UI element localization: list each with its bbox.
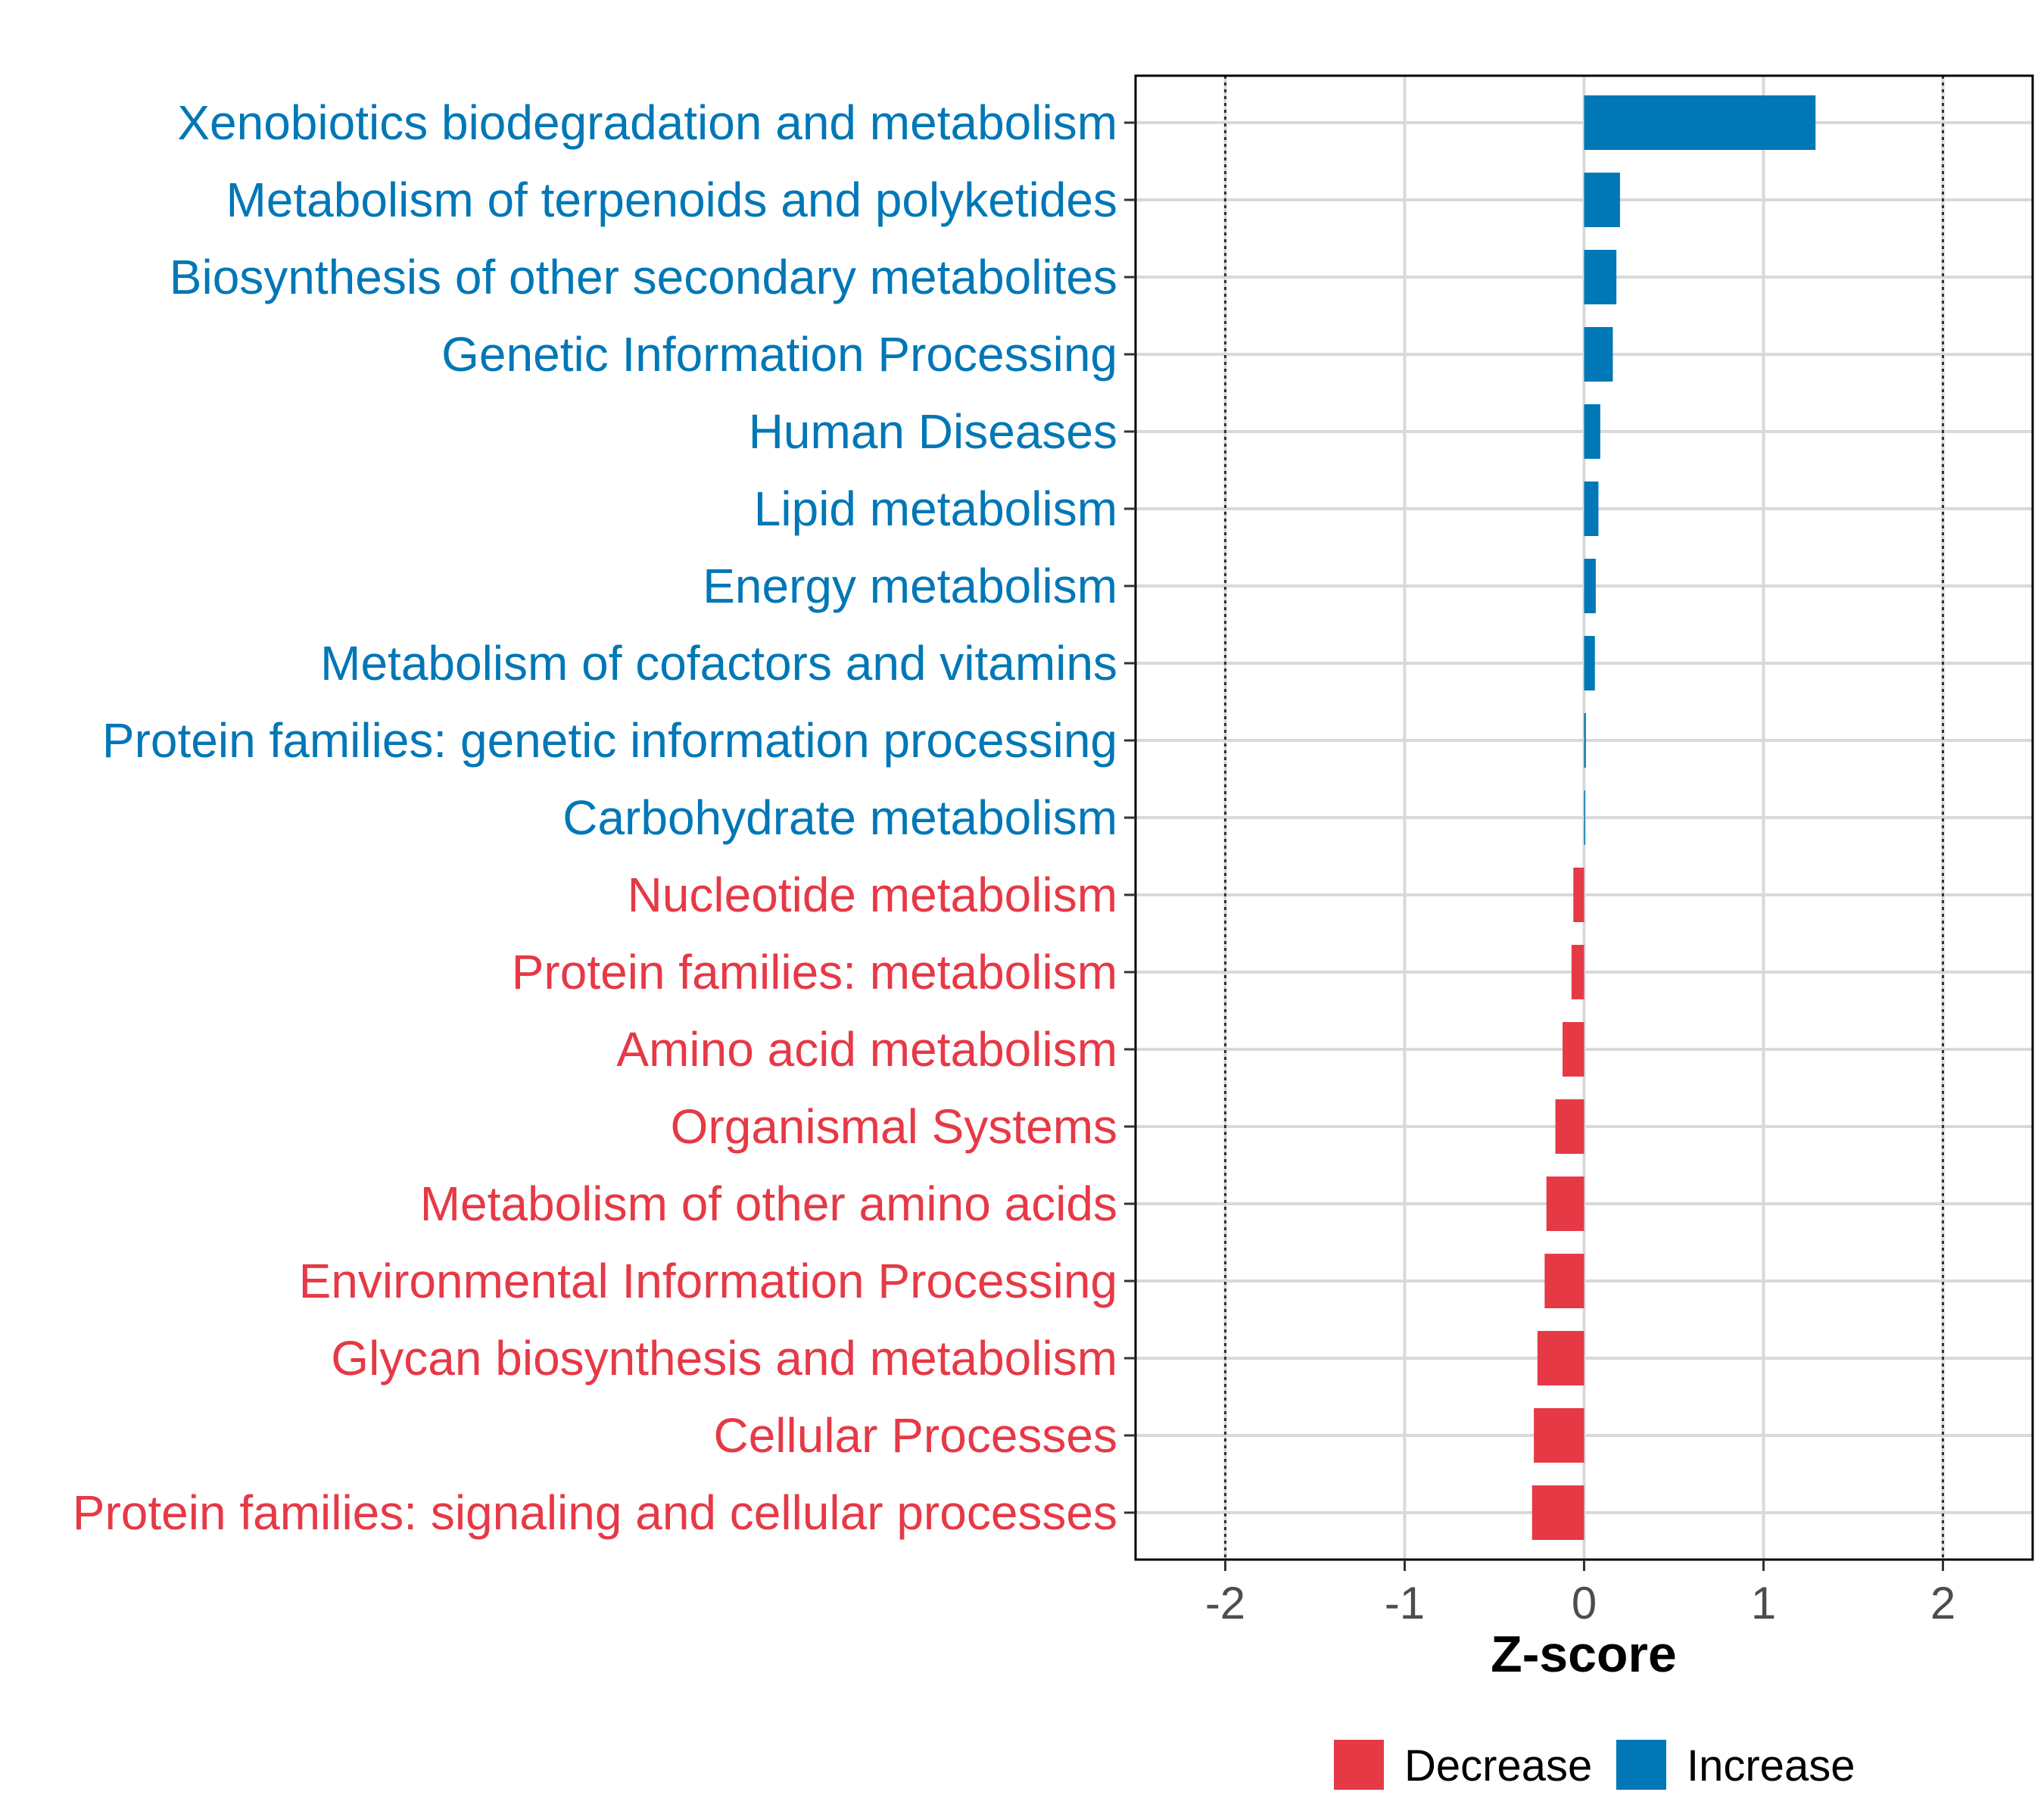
- bar: [1563, 1022, 1584, 1077]
- category-label: Organismal Systems: [671, 1099, 1117, 1154]
- category-label: Cellular Processes: [713, 1408, 1117, 1463]
- bar: [1584, 636, 1595, 690]
- category-label: Xenobiotics biodegradation and metabolis…: [177, 95, 1117, 150]
- category-label: Metabolism of other amino acids: [420, 1177, 1117, 1231]
- bar: [1584, 327, 1613, 382]
- y-axis-labels: Xenobiotics biodegradation and metabolis…: [73, 95, 1117, 1540]
- category-label: Environmental Information Processing: [299, 1254, 1117, 1308]
- bar: [1584, 404, 1600, 459]
- x-axis-ticks: [1224, 1560, 1944, 1571]
- bar: [1555, 1099, 1584, 1154]
- bar: [1531, 1485, 1584, 1540]
- category-label: Carbohydrate metabolism: [562, 790, 1117, 845]
- x-tick-label: -2: [1205, 1578, 1245, 1628]
- reference-lines: [1224, 76, 1944, 1560]
- bar: [1571, 945, 1584, 999]
- category-label: Lipid metabolism: [754, 482, 1117, 536]
- bar: [1584, 173, 1620, 227]
- category-label: Metabolism of terpenoids and polyketides: [226, 173, 1117, 227]
- y-axis-ticks: [1124, 121, 1136, 1514]
- x-axis-title: Z-score: [1491, 1625, 1677, 1683]
- bar: [1584, 790, 1585, 845]
- x-tick-label: -1: [1385, 1578, 1425, 1628]
- legend-swatch-increase: [1616, 1740, 1666, 1790]
- bar: [1534, 1408, 1584, 1463]
- bar: [1544, 1254, 1584, 1308]
- category-label: Metabolism of cofactors and vitamins: [320, 636, 1117, 690]
- legend-label-increase: Increase: [1687, 1741, 1855, 1791]
- category-label: Amino acid metabolism: [616, 1022, 1117, 1077]
- category-label: Protein families: signaling and cellular…: [73, 1485, 1117, 1540]
- bar: [1584, 482, 1599, 536]
- category-label: Nucleotide metabolism: [628, 868, 1117, 922]
- bar: [1584, 713, 1586, 768]
- category-label: Protein families: metabolism: [512, 945, 1117, 999]
- x-tick-label: 0: [1572, 1578, 1597, 1628]
- bar: [1584, 95, 1816, 150]
- category-label: Energy metabolism: [703, 559, 1117, 613]
- legend-swatch-decrease: [1334, 1740, 1384, 1790]
- category-label: Genetic Information Processing: [441, 327, 1117, 382]
- category-label: Biosynthesis of other secondary metaboli…: [170, 250, 1117, 304]
- x-axis-labels: -2 -1 0 1 2: [1205, 1578, 1955, 1628]
- x-tick-label: 2: [1930, 1578, 1955, 1628]
- bar-layer: [1531, 95, 1816, 1540]
- bar: [1584, 250, 1617, 304]
- bar: [1573, 868, 1584, 922]
- category-label: Glycan biosynthesis and metabolism: [331, 1331, 1117, 1385]
- category-label: Protein families: genetic information pr…: [102, 713, 1117, 768]
- bar: [1584, 559, 1596, 613]
- legend-label-decrease: Decrease: [1404, 1741, 1592, 1791]
- x-tick-label: 1: [1751, 1578, 1776, 1628]
- category-label: Human Diseases: [749, 404, 1117, 459]
- bar: [1537, 1331, 1584, 1385]
- bar: [1546, 1177, 1584, 1231]
- legend: Decrease Increase: [1334, 1740, 1855, 1791]
